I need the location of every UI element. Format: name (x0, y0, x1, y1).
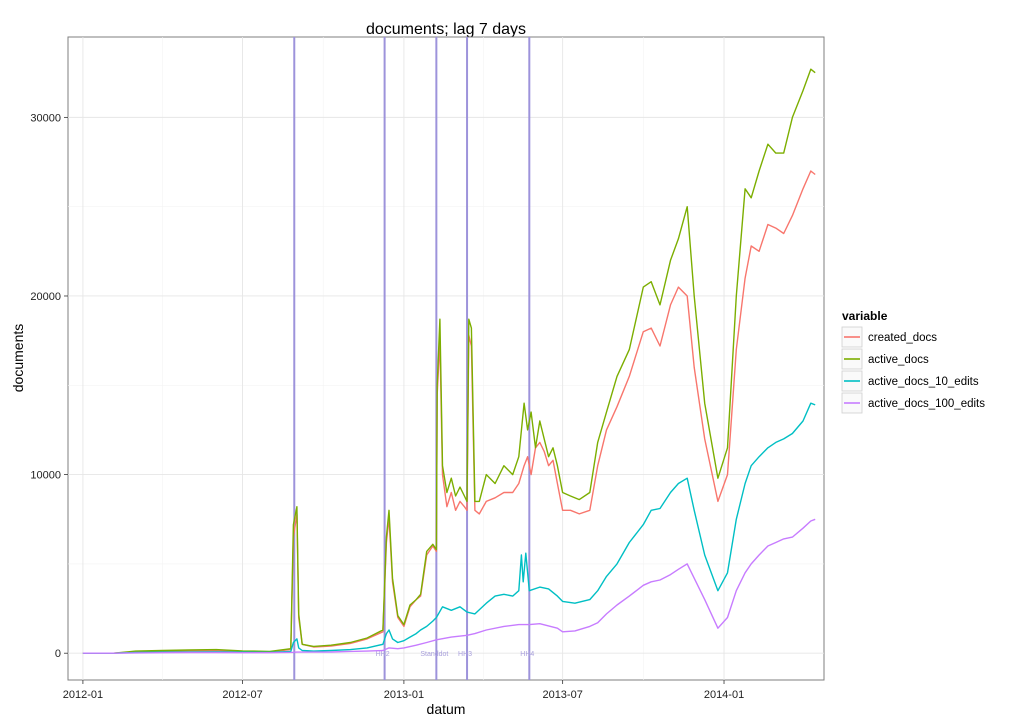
y-tick-label: 30000 (30, 112, 61, 124)
chart-title: documents; lag 7 days (366, 21, 526, 38)
event-label: HH2 (376, 651, 390, 658)
x-tick-label: 2013-07 (542, 689, 582, 701)
x-tick-label: 2012-01 (63, 689, 103, 701)
plot-panel (67, 36, 825, 681)
y-tick-label: 20000 (30, 291, 61, 303)
x-tick-label: 2013-01 (384, 689, 424, 701)
y-axis: 0 10000 20000 30000 (30, 112, 68, 660)
legend: variable created_docs active_docs active_d… (841, 309, 985, 414)
series-line-active_docs_10_edits (82, 402, 816, 654)
legend-title: variable (842, 309, 888, 323)
legend-label: active_docs_10_edits (868, 376, 979, 388)
x-axis-title: datum (427, 701, 466, 717)
x-axis: 2012-01 2012-07 2013-01 2013-07 2014-01 (63, 680, 744, 701)
y-tick-label: 10000 (30, 470, 61, 482)
series-line-created_docs (82, 170, 816, 654)
legend-label: active_docs_100_edits (868, 398, 985, 410)
x-tick-label: 2012-07 (222, 689, 262, 701)
event-label: HH3 (458, 651, 472, 658)
event-label: HH4 (520, 651, 534, 658)
x-tick-label: 2014-01 (704, 689, 744, 701)
y-tick-label: 0 (55, 648, 61, 660)
series-line-active_docs_100_edits (82, 518, 816, 654)
y-axis-title: documents (10, 324, 26, 392)
grid (68, 37, 824, 680)
legend-label: created_docs (868, 332, 937, 344)
event-lines: HH2 Standdot HH3 HH4 (293, 37, 534, 680)
series-line-active_docs (82, 68, 816, 654)
legend-label: active_docs (868, 354, 929, 366)
event-label: Standdot (420, 651, 448, 658)
series-lines (82, 68, 816, 654)
